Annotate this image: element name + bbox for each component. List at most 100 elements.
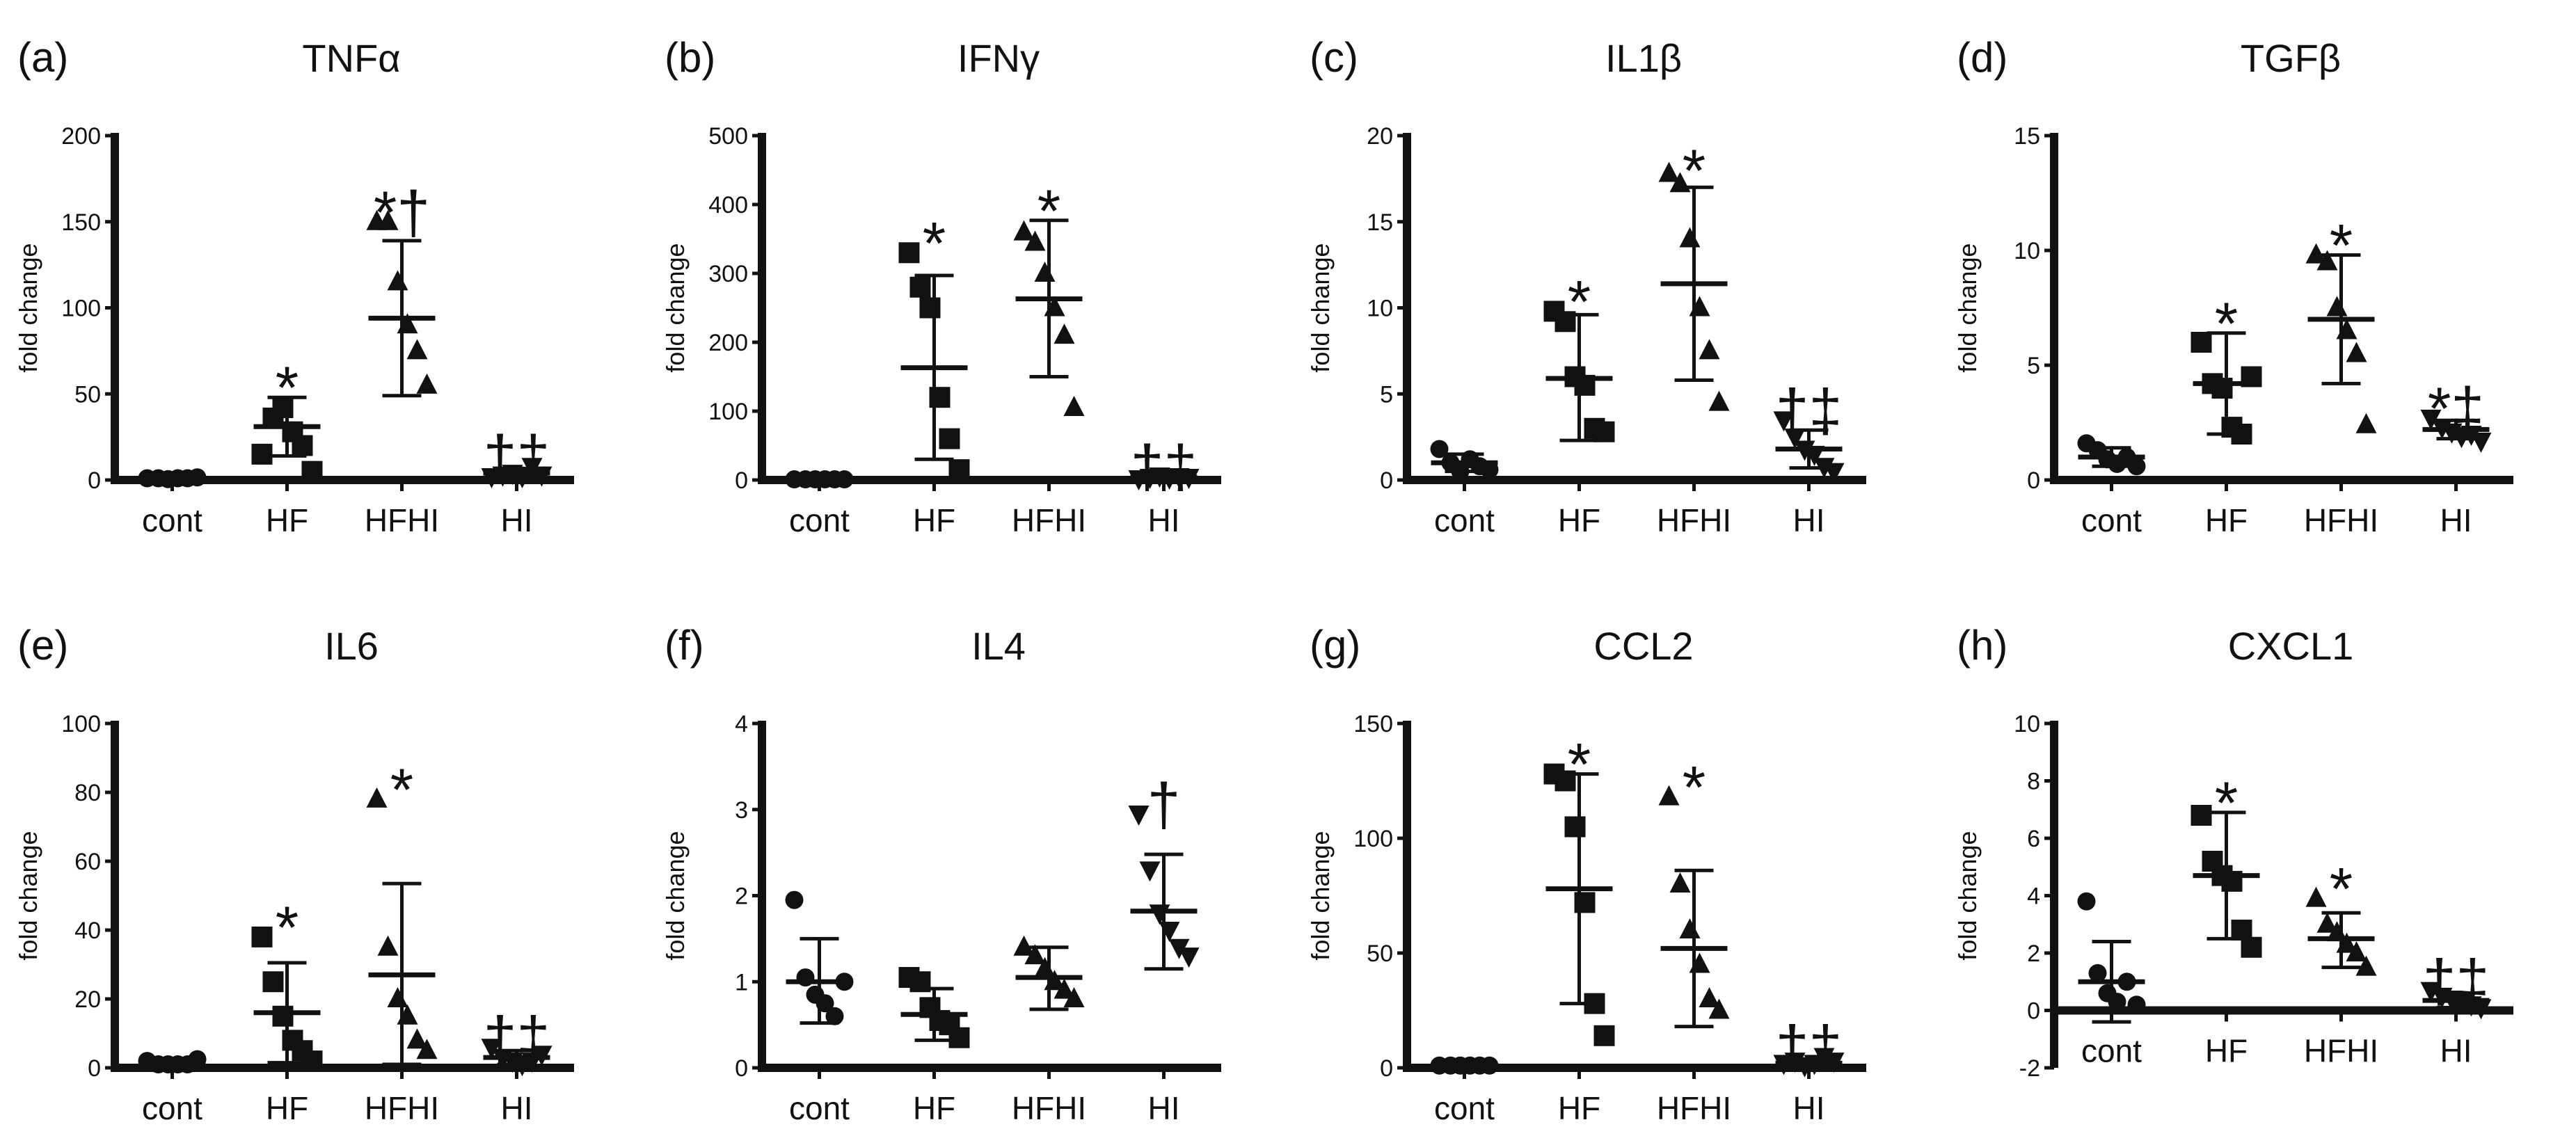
- y-tick-label: 80: [74, 780, 101, 806]
- data-point: [2191, 805, 2212, 826]
- data-point: [272, 1005, 294, 1027]
- panel-letter: (d): [1957, 34, 2007, 81]
- data-point: [251, 926, 273, 947]
- data-point: [825, 1007, 844, 1025]
- data-point: [377, 209, 399, 230]
- data-point: [1679, 227, 1701, 248]
- y-tick-label: 100: [61, 296, 101, 322]
- panel-letter: (a): [17, 34, 68, 81]
- data-point: [292, 435, 313, 456]
- data-point: [1063, 396, 1085, 417]
- data-point: [2346, 941, 2367, 961]
- significance-marker: *: [1568, 732, 1591, 799]
- x-tick-label: HFHI: [2304, 1033, 2378, 1069]
- significance-marker: *: [923, 210, 946, 277]
- significance-marker: *: [1568, 269, 1591, 335]
- y-tick-label: 15: [2014, 123, 2040, 150]
- data-point: [1034, 262, 1056, 282]
- x-tick-label: HI: [501, 1090, 533, 1126]
- significance-marker: *: [276, 895, 299, 961]
- y-tick-label: 2: [2027, 941, 2040, 967]
- x-tick-label: cont: [2081, 1033, 2142, 1069]
- data-point: [416, 373, 438, 394]
- y-tick-label: 50: [1367, 941, 1393, 967]
- chart-panel-g: (g) CCL2 fold change 0 50 100 150 cont HF * HFHI * H…: [1306, 622, 1866, 1126]
- chart-title: IL6: [324, 624, 379, 668]
- y-tick-label: 500: [708, 123, 748, 150]
- data-point: [948, 1027, 970, 1048]
- significance-marker: †: [1147, 771, 1181, 838]
- significance-marker: *: [2330, 856, 2353, 923]
- data-point: [1564, 816, 1586, 838]
- chart-panel-c: (c) IL1β fold change 0 5 10 15 20 cont HF * HFHI * HI…: [1306, 34, 1866, 538]
- data-point: [262, 971, 284, 993]
- data-point: [2316, 250, 2338, 271]
- panel-letter: (f): [665, 622, 704, 669]
- y-tick-label: 0: [1380, 1055, 1393, 1082]
- data-point: [2470, 999, 2492, 1020]
- x-tick-label: cont: [1434, 502, 1495, 538]
- y-tick-label: 200: [708, 330, 748, 356]
- panel-letter: (g): [1310, 622, 1360, 669]
- x-tick-label: HF: [1558, 502, 1600, 538]
- chart-title: TNFα: [302, 36, 400, 80]
- data-point: [406, 1028, 428, 1049]
- data-point: [1784, 429, 1806, 449]
- y-tick-label: 10: [1367, 296, 1393, 322]
- y-axis-label: fold change: [1306, 243, 1335, 372]
- data-point: [1823, 463, 1845, 483]
- data-point: [1013, 935, 1035, 956]
- y-tick-label: 0: [1380, 467, 1393, 494]
- x-tick-label: HF: [266, 1090, 308, 1126]
- data-point: [2211, 378, 2233, 399]
- y-axis-label: fold change: [1306, 831, 1335, 960]
- chart-title: IL4: [971, 624, 1026, 668]
- y-tick-label: 15: [1367, 209, 1393, 236]
- panel-letter: (e): [17, 622, 68, 669]
- chart-title: IFNγ: [957, 36, 1040, 80]
- data-point: [2470, 432, 2492, 453]
- chart-title: TGFβ: [2241, 36, 2341, 80]
- y-tick-label: 40: [74, 918, 101, 944]
- significance-marker: *: [276, 355, 299, 422]
- data-point: [1128, 805, 1150, 826]
- x-tick-label: cont: [789, 1090, 850, 1126]
- data-point: [2191, 332, 2212, 353]
- data-point: [2346, 342, 2367, 362]
- data-point: [387, 270, 408, 291]
- data-point: [1658, 161, 1680, 182]
- data-point: [1024, 230, 1046, 251]
- data-point: [1139, 861, 1161, 882]
- data-point: [1178, 947, 1200, 968]
- significance-marker: *‡: [2428, 376, 2484, 442]
- x-tick-label: HFHI: [1657, 1090, 1731, 1126]
- data-point: [481, 1039, 502, 1059]
- data-point: [1708, 390, 1730, 411]
- panel-letter: (b): [665, 34, 715, 81]
- data-point: [1054, 323, 1075, 344]
- data-point: [1669, 872, 1691, 893]
- y-tick-label: 100: [1353, 826, 1393, 852]
- x-tick-label: HF: [913, 1090, 955, 1126]
- chart-title: IL1β: [1605, 36, 1682, 80]
- y-axis-label: fold change: [661, 831, 690, 960]
- chart-panel-a: (a) TNFα fold change 0 50 100 150 200 cont HF * HFH…: [14, 34, 574, 538]
- chart-panel-f: (f) IL4 fold change 0 1 2 3 4 cont HF HFHI HI †: [661, 622, 1221, 1126]
- x-tick-label: HI: [1148, 1090, 1180, 1126]
- significance-marker: *: [1037, 178, 1060, 245]
- y-tick-label: 8: [2027, 769, 2040, 795]
- data-point: [416, 1039, 438, 1059]
- y-tick-label: 10: [2014, 711, 2040, 737]
- data-point: [1773, 411, 1795, 432]
- y-tick-label: 150: [61, 209, 101, 236]
- y-tick-label: 20: [1367, 123, 1393, 150]
- data-point: [1699, 987, 1720, 1007]
- y-tick-label: 0: [735, 467, 748, 494]
- y-tick-label: 10: [2014, 238, 2040, 264]
- x-tick-label: HFHI: [365, 1090, 439, 1126]
- significance-marker: *†: [374, 179, 430, 246]
- chart-title: CCL2: [1593, 624, 1693, 668]
- y-axis-label: fold change: [1953, 831, 1982, 960]
- y-tick-label: 20: [74, 986, 101, 1013]
- chart-panel-d: (d) TGFβ fold change 0 5 10 15 cont HF * HFHI * HI *‡: [1953, 34, 2513, 538]
